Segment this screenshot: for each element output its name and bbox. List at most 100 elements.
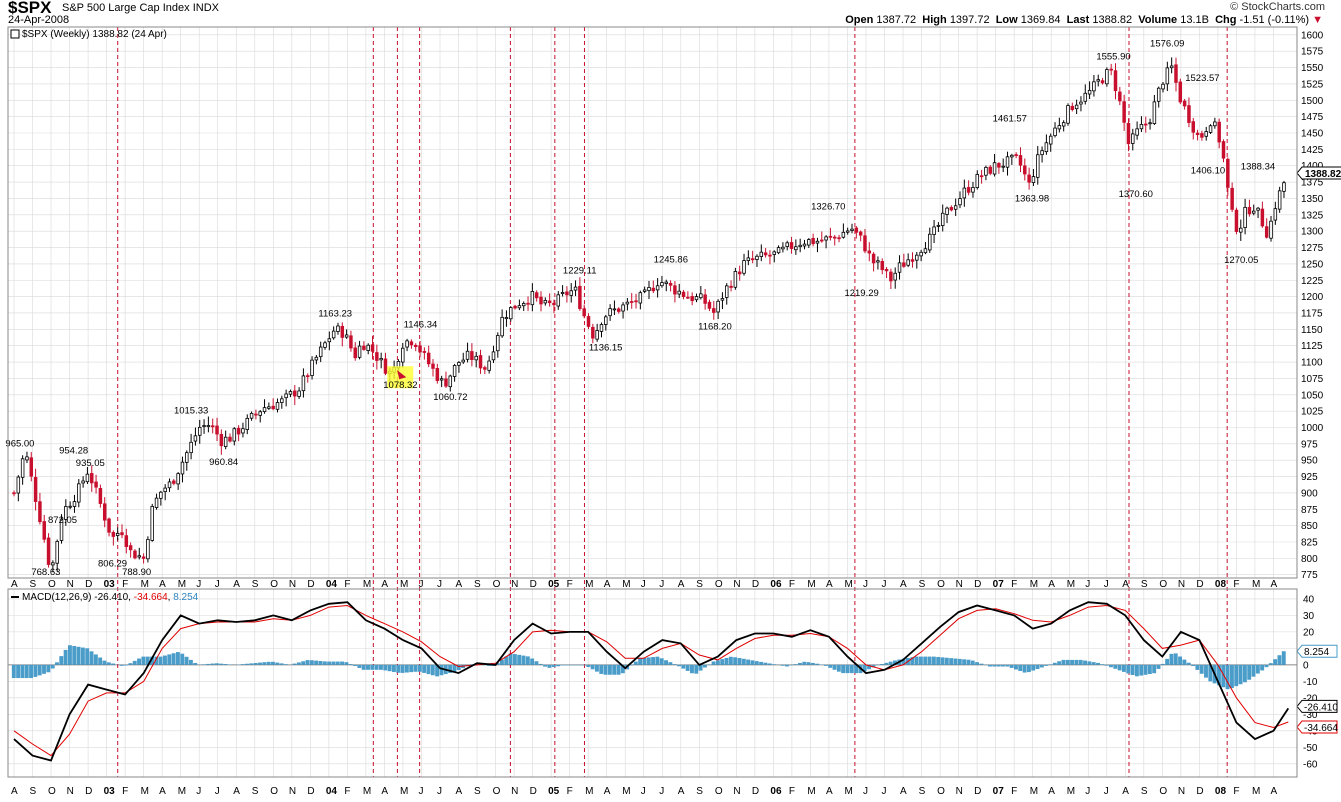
candle-body bbox=[997, 163, 1001, 168]
macd-x-tick-label: 05 bbox=[548, 786, 560, 797]
macd-histogram-bar bbox=[1078, 659, 1083, 665]
candle-body bbox=[1277, 190, 1282, 210]
macd-histogram-bar bbox=[1109, 664, 1113, 668]
price-tick-label: 800 bbox=[1301, 554, 1318, 565]
candle-body bbox=[720, 298, 725, 301]
candle-body bbox=[133, 550, 137, 559]
macd-value-badge bbox=[1296, 699, 1338, 713]
macd-histogram-bar bbox=[275, 662, 280, 665]
macd-histogram-bar bbox=[158, 656, 163, 665]
candle-body bbox=[193, 435, 198, 442]
macd-histogram-bar bbox=[1221, 664, 1226, 688]
macd-histogram-bar bbox=[785, 664, 789, 667]
macd-x-tick-label: A bbox=[900, 786, 907, 797]
price-annotation: 806.29 bbox=[98, 558, 127, 569]
x-tick-label: A bbox=[11, 579, 18, 590]
candle-body bbox=[90, 473, 94, 484]
candle-body bbox=[945, 207, 949, 215]
candle-body bbox=[72, 501, 77, 507]
x-tick-label: D bbox=[974, 579, 981, 590]
candle-body bbox=[245, 417, 250, 430]
macd-histogram-bar bbox=[188, 659, 193, 665]
macd-histogram-bar bbox=[309, 660, 314, 665]
candle-body bbox=[660, 282, 664, 287]
exchange-code: INDX bbox=[192, 2, 219, 14]
candle-body bbox=[1195, 132, 1200, 136]
price-tick-label: 1025 bbox=[1301, 407, 1324, 418]
macd-histogram-bar bbox=[76, 646, 81, 665]
candle-body bbox=[1144, 123, 1148, 126]
candle-body bbox=[128, 545, 133, 551]
x-tick-label: J bbox=[659, 579, 664, 590]
macd-histogram-bar bbox=[55, 662, 59, 665]
macd-x-tick-label: A bbox=[159, 786, 166, 797]
macd-histogram-bar bbox=[20, 664, 25, 679]
candle-body bbox=[940, 212, 945, 226]
macd-x-tick-label: M bbox=[585, 786, 593, 797]
macd-histogram-bar bbox=[396, 664, 401, 673]
macd-histogram-bar bbox=[806, 662, 811, 665]
candle-body bbox=[936, 224, 941, 227]
macd-histogram-bar bbox=[314, 660, 319, 665]
x-tick-label: S bbox=[1141, 579, 1148, 590]
macd-histogram-bar bbox=[223, 664, 228, 665]
macd-histogram-bar bbox=[832, 664, 837, 670]
candle-body bbox=[1187, 105, 1191, 123]
candle-body bbox=[167, 481, 172, 489]
candle-body bbox=[29, 457, 34, 477]
macd-histogram-bar bbox=[1234, 664, 1239, 687]
candle-body bbox=[820, 239, 824, 242]
x-tick-label: F bbox=[344, 579, 350, 590]
macd-histogram-bar bbox=[677, 664, 681, 667]
candle-body bbox=[513, 305, 517, 309]
macd-x-tick-label: A bbox=[1048, 786, 1055, 797]
x-tick-label: M bbox=[844, 579, 852, 590]
macd-histogram-bar bbox=[219, 663, 224, 665]
candle-body bbox=[12, 492, 16, 495]
candle-body bbox=[1027, 174, 1031, 183]
candle-body bbox=[1113, 70, 1118, 92]
candle-body bbox=[1256, 207, 1260, 211]
macd-histogram-bar bbox=[50, 664, 55, 669]
x-tick-label: J bbox=[863, 579, 868, 590]
candle-body bbox=[776, 247, 781, 254]
macd-histogram-bar bbox=[728, 656, 733, 665]
candle-body bbox=[349, 335, 353, 349]
candle-body bbox=[111, 532, 116, 537]
macd-histogram-bar bbox=[642, 657, 647, 665]
macd-histogram-bar bbox=[145, 656, 150, 665]
candle-body bbox=[38, 501, 42, 523]
price-tick-label: 1050 bbox=[1301, 390, 1324, 401]
last-label: Last bbox=[1066, 14, 1090, 26]
candle-body bbox=[366, 344, 370, 351]
macd-histogram-bar bbox=[849, 664, 854, 674]
x-tick-label: M bbox=[400, 579, 408, 590]
price-tick-label: 1325 bbox=[1301, 210, 1324, 221]
macd-x-tick-label: A bbox=[233, 786, 240, 797]
macd-x-tick-label: M bbox=[1067, 786, 1075, 797]
macd-value-badge bbox=[1296, 720, 1338, 734]
candle-body bbox=[409, 341, 414, 346]
candle-body bbox=[353, 347, 357, 359]
price-tick-label: 825 bbox=[1301, 538, 1318, 549]
x-tick-label: N bbox=[289, 579, 296, 590]
macd-histogram-bar bbox=[940, 657, 945, 665]
macd-histogram-bar bbox=[1057, 661, 1062, 665]
macd-histogram-bar bbox=[214, 663, 219, 665]
macd-histogram-bar bbox=[862, 664, 867, 672]
candle-body bbox=[1061, 122, 1066, 127]
candle-body bbox=[1066, 105, 1070, 124]
candle-body bbox=[802, 243, 807, 247]
macd-histogram-bar bbox=[551, 664, 556, 668]
macd-x-tick-label: M bbox=[844, 786, 852, 797]
macd-x-tick-label: M bbox=[622, 786, 630, 797]
macd-x-tick-label: D bbox=[307, 786, 314, 797]
candle-body bbox=[491, 351, 496, 361]
price-tick-label: 1425 bbox=[1301, 145, 1324, 156]
macd-value-badge-text: -26.410 bbox=[1304, 702, 1338, 713]
candle-body bbox=[763, 252, 768, 256]
candle-body bbox=[228, 436, 232, 442]
candle-body bbox=[565, 291, 569, 296]
x-tick-label: A bbox=[381, 579, 388, 590]
candle-body bbox=[267, 406, 271, 409]
